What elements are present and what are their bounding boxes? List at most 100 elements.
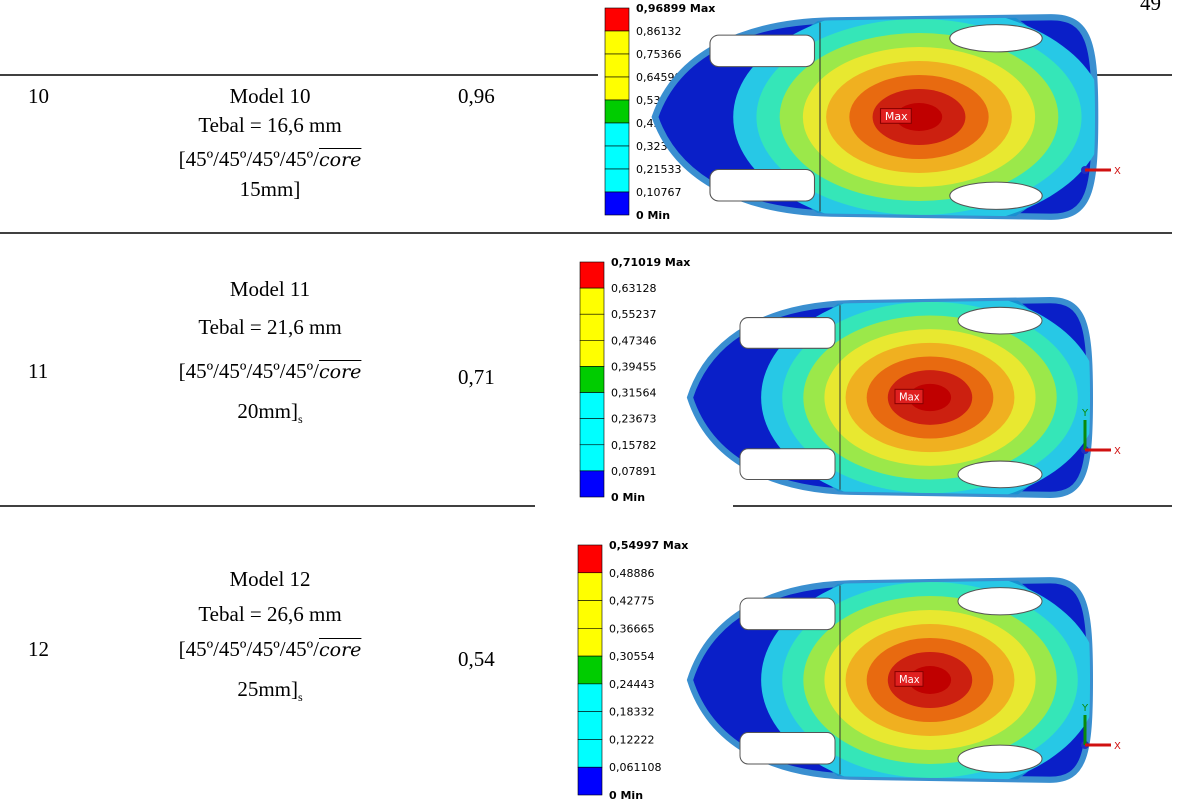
subscript: s [298,412,303,426]
legend-label: 0,323 [636,140,668,153]
model-name: Model 11 [120,279,420,300]
cutout [710,170,815,201]
max-deformation: 0,96 [458,86,495,107]
legend-swatch [605,77,629,100]
layup: [45º/45º/45º/45º/core [120,149,420,170]
legend-label: 0,31564 [611,387,657,400]
legend-label: 0,86132 [636,25,682,38]
core-thickness: 25mm]s [120,679,420,703]
legend-label: 0,39455 [611,360,657,373]
triad-label: Y [1081,408,1089,419]
cutout [740,598,835,630]
cutout [710,35,815,67]
page-number: 49 [1140,0,1161,15]
thickness: Tebal = 21,6 mm [120,317,420,338]
cutout [958,588,1042,615]
legend-swatch [578,712,602,740]
cutout [958,745,1042,772]
layup-angles: [45º/45º/45º/45º/ [179,359,319,383]
fea-model: Max [690,275,1099,521]
legend-swatch [580,393,604,419]
legend-label: 0,75366 [636,48,682,61]
triad-label: X [1114,741,1121,752]
max-tag-label: Max [885,110,908,123]
legend-swatch [578,656,602,684]
legend-swatch [605,54,629,77]
legend-label: 0,18332 [609,706,655,719]
legend-label: 0,55237 [611,308,657,321]
legend-label: 0,63128 [611,282,657,295]
legend-swatch [580,471,604,497]
triad-label: X [1114,166,1121,177]
legend-label: 0 Min [609,789,643,802]
cutout [740,449,835,480]
cutout [958,307,1042,334]
legend-swatch [580,340,604,366]
subscript: s [298,690,303,704]
cutout [950,182,1042,209]
cutout [958,461,1042,488]
legend-swatch [580,262,604,288]
row-number: 12 [28,639,49,660]
legend-swatch [580,288,604,314]
legend-swatch [578,739,602,767]
legend-label: 0,30554 [609,650,655,663]
row-number: 11 [28,361,48,382]
legend-label: 0,42775 [609,595,655,608]
fea-model: Max [655,0,1105,243]
core-thickness: 20mm]s [120,401,420,425]
cutout [740,318,835,349]
legend-swatch [578,601,602,629]
fea-model: Max [690,554,1099,806]
core-thickness: 15mm] [120,179,420,200]
legend-label: 0,10767 [636,186,682,199]
core-thickness-text: 25mm] [237,677,298,701]
layup-angles: [45º/45º/45º/45º/ [179,147,319,171]
legend-swatch [605,31,629,54]
max-tag-label: Max [899,674,920,686]
thickness: Tebal = 26,6 mm [120,604,420,625]
legend-swatch [578,545,602,573]
legend-swatch [605,123,629,146]
legend-swatch [580,445,604,471]
legend-swatch [578,684,602,712]
core-thickness-text: 15mm] [240,177,301,201]
legend-swatch [605,146,629,169]
legend-label: 0,21533 [636,163,682,176]
core-label: core [319,361,361,383]
model-name: Model 10 [120,86,420,107]
max-deformation: 0,54 [458,649,495,670]
legend-swatch [578,767,602,795]
legend-label: 0,15782 [611,439,657,452]
layup-angles: [45º/45º/45º/45º/ [179,637,319,661]
legend-swatch [605,100,629,123]
page: {"page_number": "49", "rows": [ {"no": "… [0,0,1179,807]
legend-label: 0,23673 [611,413,657,426]
layup: [45º/45º/45º/45º/core [120,361,420,382]
legend-label: 0,24443 [609,678,655,691]
legend-label: 0,07891 [611,465,657,478]
legend-swatch [578,573,602,601]
legend-swatch [580,419,604,445]
legend-label: 0,47346 [611,334,657,347]
legend-label: 0,71019 Max [611,256,690,269]
core-label: core [319,149,361,171]
legend-label: 0,96899 Max [636,2,715,15]
legend-label: 0 Min [611,491,645,504]
legend-swatch [580,314,604,340]
layup: [45º/45º/45º/45º/core [120,639,420,660]
row-number: 10 [28,86,49,107]
max-deformation: 0,71 [458,367,495,388]
legend-swatch [605,192,629,215]
cutout [740,733,835,765]
max-tag-label: Max [899,392,920,403]
legend-swatch [605,169,629,192]
legend-swatch [580,366,604,392]
model-name: Model 12 [120,569,420,590]
triad-label: X [1114,446,1121,457]
legend-label: 0,12222 [609,733,655,746]
cutout [950,25,1042,52]
core-label: core [319,639,361,661]
legend-swatch [605,8,629,31]
legend-swatch [578,628,602,656]
